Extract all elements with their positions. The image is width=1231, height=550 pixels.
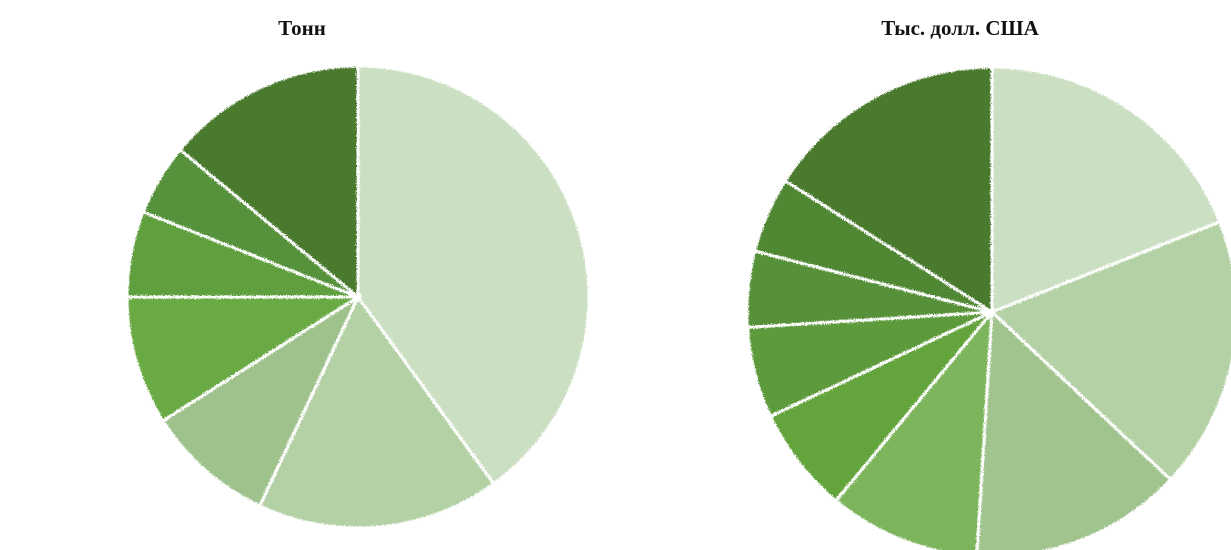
pie-slice-tonnes-1 [356,64,591,486]
pie-slice-usd-4 [833,307,994,550]
pie-slice-usd-2 [989,219,1231,482]
pie-slice-tonnes-4 [125,295,364,423]
pie-chart-tonnes [125,64,591,530]
chart-title-usd: Тыс. долл. США [881,16,1039,40]
pie-slice-tonnes-7 [177,64,360,301]
pie-slice-tonnes-2 [257,294,496,530]
pie-chart-usd [745,65,1231,550]
pie-slice-tonnes-3 [160,292,362,509]
pie-slice-usd-9 [783,65,994,315]
chart-title-tonnes: Тонн [278,16,326,40]
pie-slice-usd-3 [975,308,1173,550]
pie-slice-usd-1 [990,65,1222,315]
pie-slice-usd-5 [768,310,994,503]
